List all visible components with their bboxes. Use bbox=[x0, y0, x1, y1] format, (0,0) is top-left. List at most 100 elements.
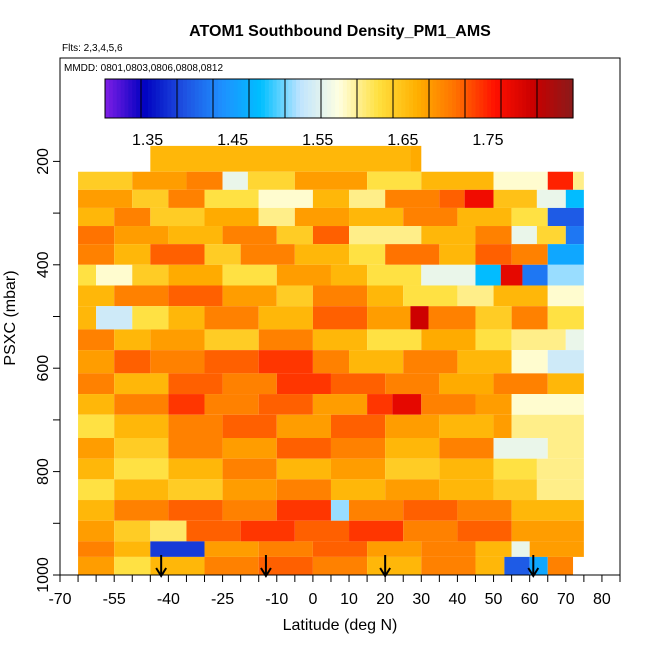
heatmap-cell bbox=[312, 285, 368, 307]
colorbar-swatch bbox=[288, 79, 293, 118]
colorbar-swatch bbox=[479, 79, 484, 118]
heatmap-cell bbox=[547, 285, 584, 307]
heatmap-cell bbox=[457, 207, 512, 227]
colorbar-swatch bbox=[264, 79, 270, 118]
colorbar-swatch bbox=[300, 79, 305, 118]
heatmap-cell bbox=[367, 306, 411, 330]
heatmap-cell bbox=[439, 189, 465, 208]
colorbar-swatch bbox=[448, 79, 453, 118]
colorbar-swatch bbox=[190, 79, 196, 118]
heatmap-cell bbox=[294, 244, 350, 265]
colorbar-swatch bbox=[526, 79, 531, 118]
latitude-arrow bbox=[260, 555, 272, 578]
heatmap-cell bbox=[385, 189, 440, 208]
heatmap-cell bbox=[222, 226, 277, 245]
heatmap-cell bbox=[168, 373, 223, 395]
colorbar-swatch bbox=[405, 79, 410, 118]
heatmap-cell bbox=[78, 520, 115, 542]
x-tick-label: -10 bbox=[265, 591, 288, 608]
colorbar-swatch bbox=[105, 79, 110, 118]
heatmap-cell bbox=[78, 207, 115, 227]
heatmap-cell bbox=[78, 437, 115, 459]
heatmap-cell bbox=[276, 414, 331, 438]
heatmap-cell bbox=[258, 350, 313, 374]
heatmap-cell bbox=[150, 520, 187, 542]
heatmap-cell bbox=[294, 520, 350, 542]
heatmap-cell bbox=[475, 541, 512, 557]
heatmap-cell bbox=[511, 541, 530, 557]
colorbar-swatch bbox=[303, 79, 309, 118]
y-tick-label: 800 bbox=[35, 458, 52, 485]
heatmap-cell bbox=[78, 479, 115, 501]
heatmap-cell bbox=[511, 226, 537, 245]
heatmap-cell bbox=[367, 285, 404, 307]
colorbar-swatch bbox=[557, 79, 562, 118]
heatmap-cell bbox=[385, 479, 440, 501]
colorbar-tick-label: 1.35 bbox=[132, 132, 163, 149]
x-tick-label: 40 bbox=[449, 591, 467, 608]
heatmap-cell bbox=[367, 541, 422, 557]
heatmap-cell bbox=[240, 520, 295, 542]
arrow-head bbox=[527, 567, 540, 578]
colorbar-swatch bbox=[292, 79, 297, 118]
heatmap-cell bbox=[367, 556, 422, 575]
heatmap-cell bbox=[565, 226, 584, 245]
colorbar-swatch bbox=[319, 79, 324, 118]
heatmap-cell bbox=[385, 414, 440, 438]
x-tick-label: 0 bbox=[308, 591, 317, 608]
heatmap-cell bbox=[114, 500, 169, 521]
colorbar-swatch bbox=[417, 79, 422, 118]
heatmap-cell bbox=[312, 189, 350, 208]
colorbar-swatch bbox=[261, 79, 266, 118]
colorbar-swatch bbox=[366, 79, 371, 118]
x-tick-label: -70 bbox=[48, 591, 71, 608]
heatmap-cell bbox=[385, 437, 440, 459]
heatmap-cell bbox=[78, 171, 133, 190]
heatmap-cell bbox=[168, 264, 223, 286]
heatmap-cell bbox=[78, 329, 115, 351]
heatmap-cell bbox=[547, 437, 584, 459]
heatmap-cell bbox=[114, 556, 151, 575]
heatmap-cell bbox=[132, 264, 169, 286]
colorbar-swatch bbox=[459, 79, 465, 118]
colorbar-swatch bbox=[545, 79, 551, 118]
colorbar: 1.35 1.45 1.55 1.65 1.75 bbox=[104, 78, 574, 149]
heatmap-cell bbox=[504, 556, 530, 575]
colorbar-swatch bbox=[452, 79, 457, 118]
colorbar-swatch bbox=[249, 79, 254, 118]
heatmap-cell bbox=[493, 189, 537, 208]
chart-title: ATOM1 Southbound Density_PM1_AMS bbox=[189, 23, 491, 40]
colorbar-tick-label: 1.65 bbox=[387, 132, 418, 149]
heatmap-cell bbox=[421, 171, 494, 190]
heatmap-cell bbox=[168, 500, 223, 521]
heatmap-cell bbox=[258, 394, 313, 415]
heatmap-cell bbox=[421, 329, 476, 351]
heatmap-cell bbox=[312, 226, 350, 245]
heatmap-cell bbox=[330, 414, 386, 438]
chart-note: MMDD: 0801,0803,0806,0808,0812 bbox=[64, 63, 223, 74]
heatmap-cell bbox=[367, 329, 422, 351]
heatmap-cell bbox=[78, 373, 115, 395]
heatmap-cell bbox=[500, 264, 523, 286]
heatmap-cell bbox=[330, 458, 386, 480]
x-tick-label: 50 bbox=[485, 591, 503, 608]
heatmap-cell bbox=[367, 171, 422, 190]
heatmap-cell bbox=[222, 285, 277, 307]
heatmap-cell bbox=[78, 541, 115, 557]
heatmap-cell bbox=[511, 306, 548, 330]
heatmap-cell bbox=[222, 264, 277, 286]
arrow-head bbox=[260, 567, 272, 578]
colorbar-swatch bbox=[510, 79, 516, 118]
heatmap-cell bbox=[114, 207, 151, 227]
heatmap-cell bbox=[565, 189, 584, 208]
heatmap-cell bbox=[168, 189, 205, 208]
heatmap-cell bbox=[240, 244, 295, 265]
heatmap-cell bbox=[475, 556, 505, 575]
colorbar-swatch bbox=[339, 79, 344, 118]
heatmap-cell bbox=[439, 479, 494, 501]
colorbar-swatch bbox=[483, 79, 488, 118]
colorbar-swatch bbox=[159, 79, 165, 118]
heatmap-cell bbox=[150, 541, 205, 557]
y-axis: 200 400 600 800 1000 bbox=[35, 148, 60, 593]
heatmap-cell bbox=[330, 500, 350, 521]
